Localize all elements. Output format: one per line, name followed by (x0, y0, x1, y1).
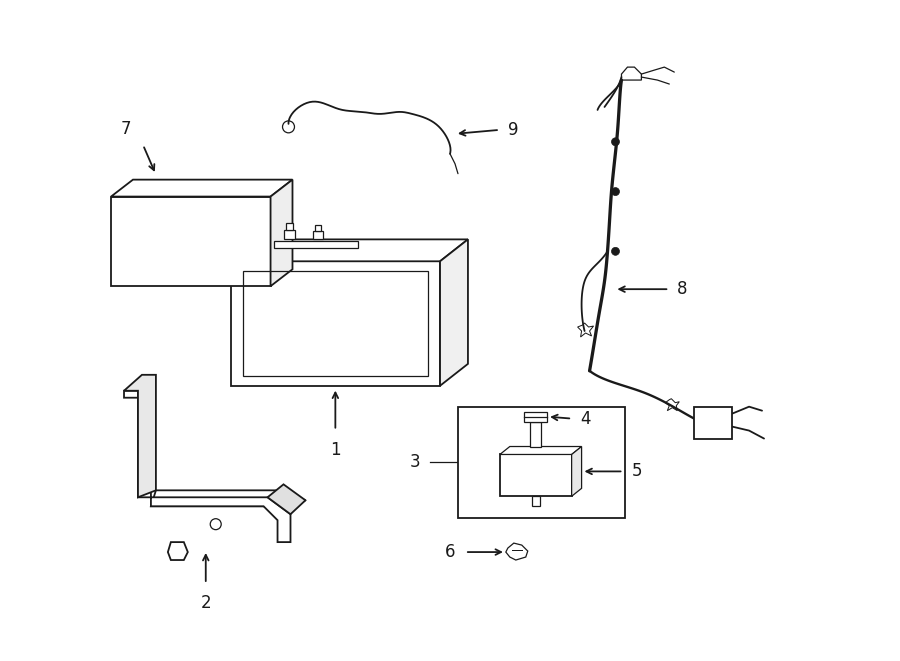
Bar (532, 496, 540, 506)
Polygon shape (267, 485, 305, 514)
Text: 6: 6 (445, 543, 455, 561)
Bar (313, 231, 323, 239)
Polygon shape (500, 447, 581, 455)
Polygon shape (440, 239, 468, 386)
Text: 1: 1 (330, 440, 341, 459)
Polygon shape (111, 180, 292, 196)
Polygon shape (230, 239, 468, 261)
Bar (274, 241, 358, 249)
Bar (315, 225, 321, 231)
Bar (458, 407, 626, 518)
Bar (284, 231, 295, 239)
Text: 9: 9 (508, 121, 518, 139)
Bar (243, 271, 428, 376)
Bar (285, 223, 293, 231)
Polygon shape (572, 447, 581, 496)
Polygon shape (168, 542, 188, 560)
Bar (111, 196, 271, 286)
Text: 5: 5 (632, 463, 642, 481)
Bar (525, 412, 547, 422)
Text: 2: 2 (201, 594, 212, 612)
Circle shape (611, 188, 619, 196)
Text: 3: 3 (410, 453, 420, 471)
Polygon shape (271, 180, 292, 286)
Bar (230, 261, 440, 386)
Bar (500, 455, 572, 496)
Polygon shape (124, 375, 156, 497)
Text: 4: 4 (580, 410, 590, 428)
Text: 7: 7 (121, 120, 131, 137)
Circle shape (611, 247, 619, 255)
Text: 8: 8 (678, 280, 688, 298)
Polygon shape (151, 490, 305, 514)
Polygon shape (124, 391, 291, 542)
Bar (530, 422, 541, 447)
Bar (694, 407, 732, 438)
Circle shape (611, 137, 619, 146)
